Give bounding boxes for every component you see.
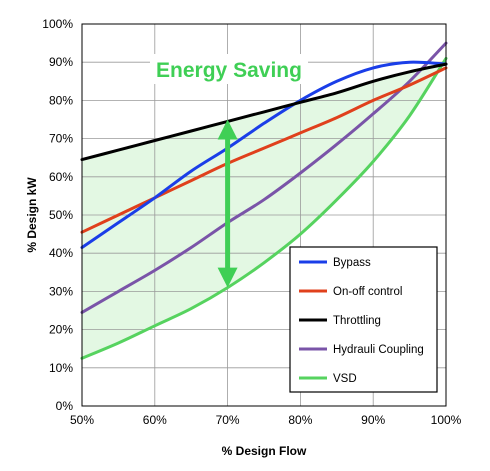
y-tick-label: 90% bbox=[49, 55, 73, 69]
series-line-hydrauli-coupling bbox=[80, 41, 448, 314]
y-tick-label: 0% bbox=[56, 399, 74, 413]
x-tick-label: 70% bbox=[216, 413, 240, 427]
legend-label: VSD bbox=[333, 373, 357, 385]
energy-saving-area bbox=[82, 58, 446, 359]
series-lines bbox=[80, 41, 448, 360]
legend-box bbox=[289, 246, 438, 393]
y-tick-label: 80% bbox=[49, 93, 73, 107]
legend-label: Hydrauli Coupling bbox=[333, 344, 424, 356]
legend-label: On-off control bbox=[333, 286, 402, 298]
legend: Bypass On-off control Throttling Hydrauli C… bbox=[289, 246, 438, 393]
y-tick-label: 100% bbox=[42, 17, 73, 31]
series-line-vsd bbox=[80, 56, 448, 360]
x-axis-title: % Design Flow bbox=[222, 444, 307, 458]
annotation-background bbox=[150, 54, 308, 84]
energy-saving-annotation: Energy Saving bbox=[156, 59, 302, 82]
legend-label: Bypass bbox=[333, 257, 371, 269]
y-axis-ticks: 0% 10% 20% 30% 40% 50% 60% 70% 80% 90% 100% bbox=[42, 17, 73, 413]
x-axis-ticks: 50% 60% 70% 80% 90% 100% bbox=[70, 413, 462, 427]
y-tick-label: 10% bbox=[49, 361, 73, 375]
series-line-on-off-control bbox=[80, 66, 448, 234]
y-tick-label: 20% bbox=[49, 323, 73, 337]
x-tick-label: 80% bbox=[288, 413, 312, 427]
y-tick-label: 30% bbox=[49, 284, 73, 298]
x-tick-label: 50% bbox=[70, 413, 94, 427]
series-line-bypass bbox=[80, 60, 448, 249]
x-tick-label: 100% bbox=[431, 413, 462, 427]
y-axis-title: % Design kW bbox=[25, 177, 39, 253]
legend-label: Throttling bbox=[333, 315, 381, 327]
series-line-throttling bbox=[80, 62, 448, 162]
y-tick-label: 60% bbox=[49, 170, 73, 184]
plot-border bbox=[81, 23, 447, 407]
y-tick-label: 40% bbox=[49, 246, 73, 260]
y-tick-label: 50% bbox=[49, 208, 73, 222]
x-tick-label: 90% bbox=[361, 413, 385, 427]
x-tick-label: 60% bbox=[143, 413, 167, 427]
y-tick-label: 70% bbox=[49, 132, 73, 146]
